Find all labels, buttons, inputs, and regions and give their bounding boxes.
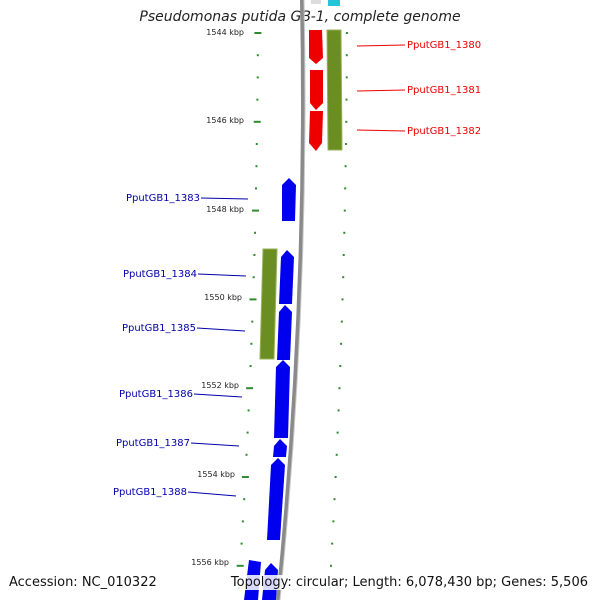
gene-arrow-pputgb1-1385[interactable] xyxy=(277,305,292,360)
genome-backbone xyxy=(276,0,305,600)
ruler-tick xyxy=(256,98,259,101)
ruler-tick xyxy=(343,209,346,212)
ruler-tick xyxy=(343,231,346,234)
gene-callout-line xyxy=(356,129,406,132)
gene-label[interactable]: PputGB1_1385 xyxy=(122,323,196,334)
ruler-tick xyxy=(255,143,258,145)
ruler-tick xyxy=(249,365,252,367)
ruler-tick xyxy=(240,542,243,545)
gene-arrow-pputgb1-1383[interactable] xyxy=(282,178,296,221)
gene-label[interactable]: PputGB1_1383 xyxy=(126,193,200,204)
gene-callout-line xyxy=(356,89,406,92)
gene-callout-line xyxy=(196,327,246,332)
ruler-tick xyxy=(339,365,342,367)
gene-label[interactable]: PputGB1_1382 xyxy=(407,126,481,137)
ruler-tick xyxy=(340,320,343,323)
gene-callout-line xyxy=(200,197,249,200)
ruler-tick xyxy=(344,187,347,190)
gene-arrow-pputgb1-1380[interactable] xyxy=(309,30,323,64)
ruler-tick xyxy=(341,298,344,301)
ruler-tick xyxy=(246,387,254,390)
ruler-tick xyxy=(256,54,259,57)
ruler-tick xyxy=(252,276,255,279)
gene-arrow-pputgb1-1382[interactable] xyxy=(309,111,323,151)
ruler-tick xyxy=(254,231,256,234)
ruler-tick xyxy=(340,342,343,345)
ruler-tick xyxy=(330,564,332,567)
ruler-label: 1548 kbp xyxy=(206,205,244,214)
gene-label[interactable]: PputGB1_1381 xyxy=(407,85,481,96)
tick-marks xyxy=(236,32,348,589)
ruler-tick xyxy=(344,165,347,168)
ruler-label: 1546 kbp xyxy=(206,116,244,125)
ruler-tick xyxy=(332,520,335,523)
ruler-labels: 1544 kbp 1546 kbp 1548 kbp 1550 kbp 1552… xyxy=(191,28,244,567)
accession-text: Accession: NC_010322 xyxy=(9,575,157,590)
feature-green-plus[interactable] xyxy=(326,29,343,151)
ruler-tick xyxy=(334,476,337,478)
feature-top-grey xyxy=(311,0,321,4)
ruler-tick xyxy=(335,453,338,456)
ruler-tick xyxy=(241,520,244,523)
ruler-tick xyxy=(251,320,254,323)
ruler-tick xyxy=(252,209,259,212)
gene-callout-line xyxy=(190,442,240,447)
ruler-tick xyxy=(345,98,348,101)
ruler-tick xyxy=(241,476,249,478)
genome-backbone-highlight xyxy=(279,0,306,600)
ruler-tick xyxy=(331,542,334,545)
ruler-tick xyxy=(255,165,258,168)
gene-callout-line xyxy=(187,491,237,497)
gene-label[interactable]: PputGB1_1386 xyxy=(119,389,193,400)
ruler-label: 1550 kbp xyxy=(204,293,242,302)
ruler-tick xyxy=(253,120,261,123)
ruler-tick xyxy=(253,254,256,256)
ruler-tick xyxy=(247,409,250,412)
ruler-tick xyxy=(249,298,257,301)
ruler-tick xyxy=(256,76,259,79)
gene-label[interactable]: PputGB1_1384 xyxy=(123,269,197,280)
ruler-tick xyxy=(342,254,345,256)
gene-arrow-pputgb1-1384[interactable] xyxy=(279,250,294,304)
gene-callout-line xyxy=(356,44,406,47)
genome-summary-text: Topology: circular; Length: 6,078,430 bp… xyxy=(228,575,590,590)
gene-arrow-pputgb1-1388[interactable] xyxy=(267,458,285,540)
ruler-tick xyxy=(333,498,336,501)
gene-callout-line xyxy=(193,393,243,398)
ruler-tick xyxy=(345,32,348,34)
gene-label[interactable]: PputGB1_1380 xyxy=(407,40,481,51)
gene-label[interactable]: PputGB1_1387 xyxy=(116,438,190,449)
ruler-tick xyxy=(255,187,257,190)
ruler-label: 1554 kbp xyxy=(197,470,235,479)
ruler-tick xyxy=(345,120,348,123)
ruler-label: 1556 kbp xyxy=(191,558,229,567)
ruler-tick xyxy=(250,342,253,345)
ruler-tick xyxy=(342,276,345,279)
gene-arrow-pputgb1-1386[interactable] xyxy=(274,360,290,438)
gene-callout-line xyxy=(197,273,247,277)
ruler-tick xyxy=(243,498,246,501)
ruler-tick xyxy=(246,431,249,434)
map-title: Pseudomonas putida GB-1, complete genome xyxy=(139,9,461,25)
gene-arrow-pputgb1-1381[interactable] xyxy=(310,70,323,110)
feature-green-minus[interactable] xyxy=(259,248,278,360)
gene-arrow-pputgb1-1387[interactable] xyxy=(273,439,287,457)
ruler-tick xyxy=(336,431,339,434)
ruler-tick xyxy=(236,564,244,567)
ruler-tick xyxy=(338,387,341,390)
ruler-label: 1552 kbp xyxy=(201,381,239,390)
ruler-label: 1544 kbp xyxy=(206,28,244,37)
gene-label[interactable]: PputGB1_1388 xyxy=(113,487,187,498)
ruler-tick xyxy=(254,32,262,34)
ruler-tick xyxy=(345,143,347,145)
ruler-tick xyxy=(345,76,348,79)
ruler-tick xyxy=(345,54,348,57)
ruler-tick xyxy=(337,409,340,412)
feature-top-cyan xyxy=(328,0,340,6)
ruler-tick xyxy=(245,453,248,456)
